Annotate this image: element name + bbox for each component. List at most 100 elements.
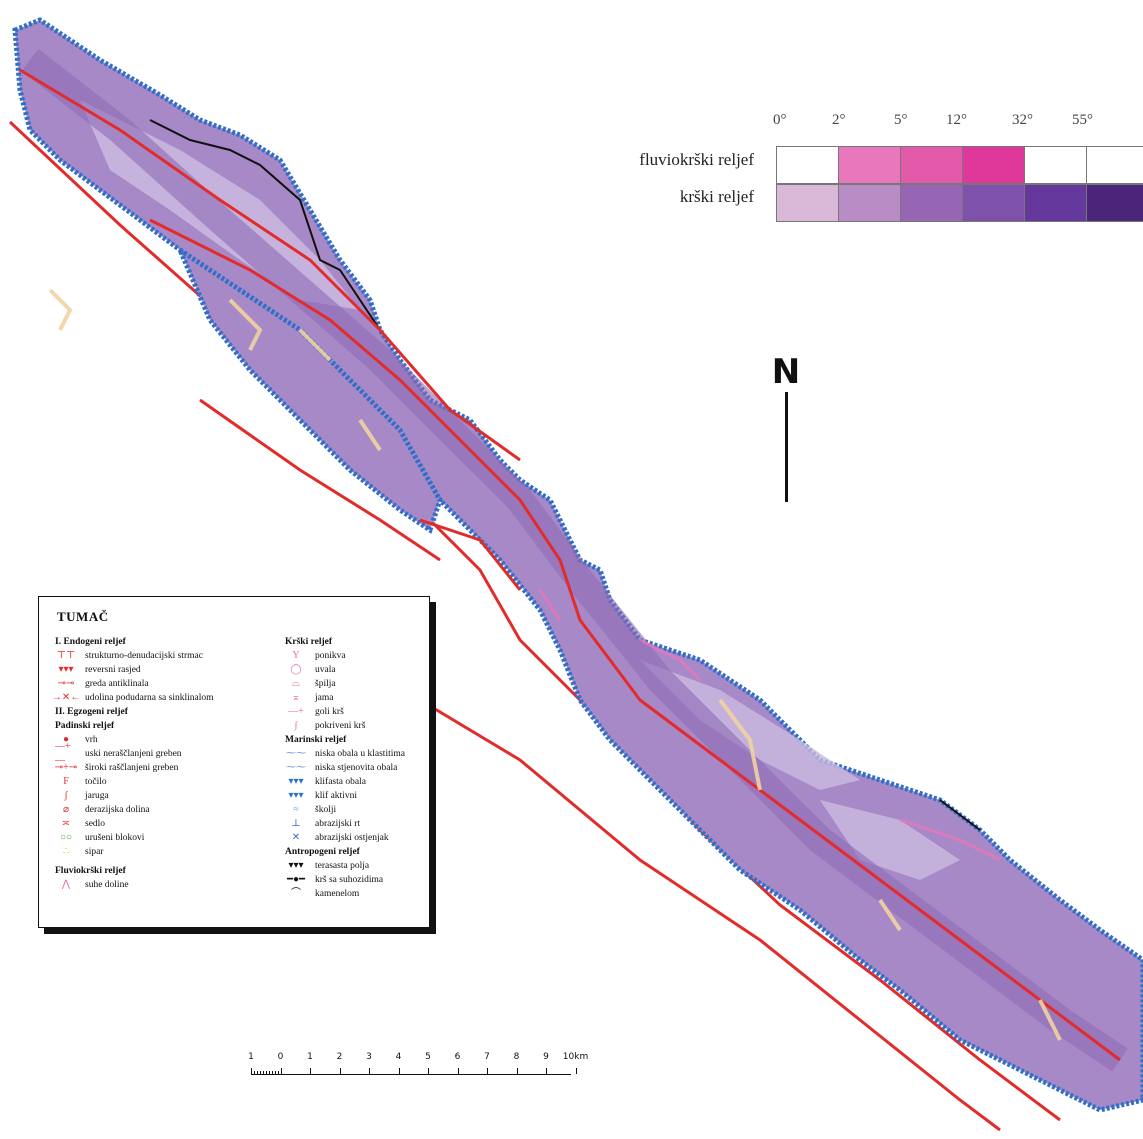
- slope-cell: [1087, 147, 1143, 183]
- legend-item-label: pokriveni krš: [315, 721, 366, 731]
- dry-valley-icon: ⋀: [61, 879, 71, 890]
- legend-item-label: strukturno-denudacijski strmac: [85, 651, 203, 661]
- cliff-coast-icon: ▾▾▾: [288, 776, 304, 787]
- legend-item-label: jaruga: [85, 791, 109, 801]
- north-arrow: N: [766, 352, 806, 502]
- main-fault-interior: [19, 68, 1121, 1062]
- legend-item-label: niska stjenovita obala: [315, 763, 398, 773]
- slope-cell: [1025, 147, 1087, 183]
- legend-item-label: greda antiklinala: [85, 679, 149, 689]
- legend-section-heading: Fluviokrški reljef: [55, 866, 126, 876]
- slope-tick-2: 2°: [832, 112, 846, 128]
- legend-item: ≈ školji: [285, 803, 425, 817]
- legend-item-label: reversni rasjed: [85, 665, 141, 675]
- scale-minor-tick: [277, 1071, 279, 1074]
- island-interior-light-2: [640, 660, 860, 790]
- legend-section-heading: Krški reljef: [285, 637, 333, 647]
- low-rocky-coast-icon: ⁓⁓: [286, 762, 306, 773]
- legend-item-label: klifasta obala: [315, 777, 366, 787]
- legend-item: ✕ abrazijski ostjenjak: [285, 831, 425, 845]
- terraced-fields-icon: ▾▾▾: [288, 860, 304, 871]
- island-southwest: [174, 243, 443, 534]
- legend-item: →✕← udolina podudarna sa sinklinalom: [52, 691, 275, 705]
- scale-tick: [575, 1068, 577, 1074]
- legend-item: ○○ urušeni blokovi: [55, 831, 275, 845]
- slope-cell: [839, 185, 901, 221]
- scale-minor-tick: [265, 1071, 267, 1074]
- legend-item-label: uski neraščlanjeni greben: [85, 749, 182, 759]
- legend-item-label: suhe doline: [85, 880, 129, 890]
- cave-icon: ⌓: [292, 678, 300, 689]
- legend-item: ▾▾▾ klif aktivni: [285, 789, 425, 803]
- legend-item: ◯ uvala: [285, 663, 425, 677]
- dry-valleys: [48, 288, 1062, 1041]
- reverse-fault-icon: ▾▾▾: [58, 664, 74, 675]
- legend-item-label: točilo: [85, 777, 107, 787]
- slope-degree-ticks: 0° 2° 5° 12° 32° 55°: [590, 112, 1143, 136]
- scale-minor-tick: [256, 1071, 258, 1074]
- scale-tick: [428, 1068, 429, 1074]
- slope-tick-0: 0°: [773, 112, 787, 128]
- slope-row-fluviokarst: [776, 146, 1143, 184]
- legend-item-label: abrazijski ostjenjak: [315, 833, 389, 843]
- scale-minor-tick: [259, 1071, 261, 1074]
- slope-legend: 0° 2° 5° 12° 32° 55° fluviokrški reljef …: [590, 112, 1143, 262]
- stone-pile-icon: ⌒: [291, 888, 301, 899]
- legend-item: ∴ sipar: [55, 845, 275, 859]
- legend-item: ⌒ kamenelom: [285, 887, 425, 901]
- second-fault-line: [199, 398, 441, 562]
- scale-tick: [339, 1068, 341, 1074]
- legend-item-label: špilja: [315, 679, 336, 689]
- island-interior-light-3: [820, 800, 960, 880]
- scale-label: 7: [484, 1052, 490, 1062]
- scale-label: 2: [336, 1052, 343, 1062]
- scale-bar: 1 0 1 2 3 4 5 6 7 8 9 10km: [246, 1052, 588, 1092]
- scale-tick: [310, 1068, 311, 1074]
- legend-item: ▾▾▾ klifasta obala: [285, 775, 425, 789]
- slope-cell: [1087, 185, 1143, 221]
- scale-label: 5: [425, 1052, 431, 1062]
- slope-row-label-fluviokarst: fluviokrški reljef: [639, 150, 754, 169]
- legend-item-label: abrazijski rt: [315, 819, 361, 829]
- slope-cell: [963, 147, 1025, 183]
- abrasion-remnant-icon: ✕: [291, 832, 301, 843]
- legend-item-label: školji: [315, 805, 337, 815]
- scale-minor-tick: [274, 1071, 276, 1074]
- north-line: [785, 392, 788, 502]
- collapsed-blocks-icon: ○○: [59, 832, 73, 843]
- slope-tick-55: 55°: [1072, 112, 1093, 128]
- scale-tick: [546, 1068, 547, 1074]
- slope-tick-12: 12°: [946, 112, 967, 128]
- third-fault-line: [419, 698, 1001, 1132]
- legend-item: ▾▾▾ terasasta polja: [285, 859, 425, 873]
- legend-item-label: sedlo: [85, 819, 106, 829]
- legend-item-label: sipar: [85, 847, 104, 857]
- slope-row-karst: [776, 184, 1143, 222]
- active-cliff-icon: ▾▾▾: [288, 790, 304, 801]
- legend-item-label: krš sa suhozidima: [315, 875, 384, 885]
- scale-tick: [398, 1068, 400, 1074]
- scale-labels: 1 0 1 2 3 4 5 6 7 8 9 10km: [246, 1052, 588, 1066]
- pink-valleys: [538, 589, 1001, 862]
- narrow-ridge-icon: —+—: [55, 741, 71, 766]
- legend-section-heading: II. Egzogeni reljef: [55, 707, 128, 717]
- legend-item: ⋀ suhe doline: [55, 878, 275, 892]
- legend-left-column: I. Endogeni reljef ⊤⊤ strukturno-denudacij…: [52, 635, 275, 892]
- legend-item: ∫ pokriveni krš: [285, 719, 425, 733]
- islet-icon: ≈: [293, 804, 299, 815]
- slope-tick-32: 32°: [1012, 112, 1033, 128]
- legend-section-heading: I. Endogeni reljef: [55, 637, 126, 647]
- scale-tick: [369, 1068, 370, 1074]
- sinkhole-icon: Y: [292, 650, 300, 661]
- slope-cell: [1025, 185, 1087, 221]
- legend-item: ⊤⊤ strukturno-denudacijski strmac: [55, 649, 275, 663]
- legend-item: ━●━ krš sa suhozidima: [285, 873, 425, 887]
- legend-item-label: udolina podudarna sa sinklinalom: [85, 693, 214, 703]
- scale-tick: [280, 1068, 282, 1074]
- scale-label: 1: [248, 1052, 254, 1062]
- slope-cell: [901, 147, 963, 183]
- legend-item-label: terasasta polja: [315, 861, 370, 871]
